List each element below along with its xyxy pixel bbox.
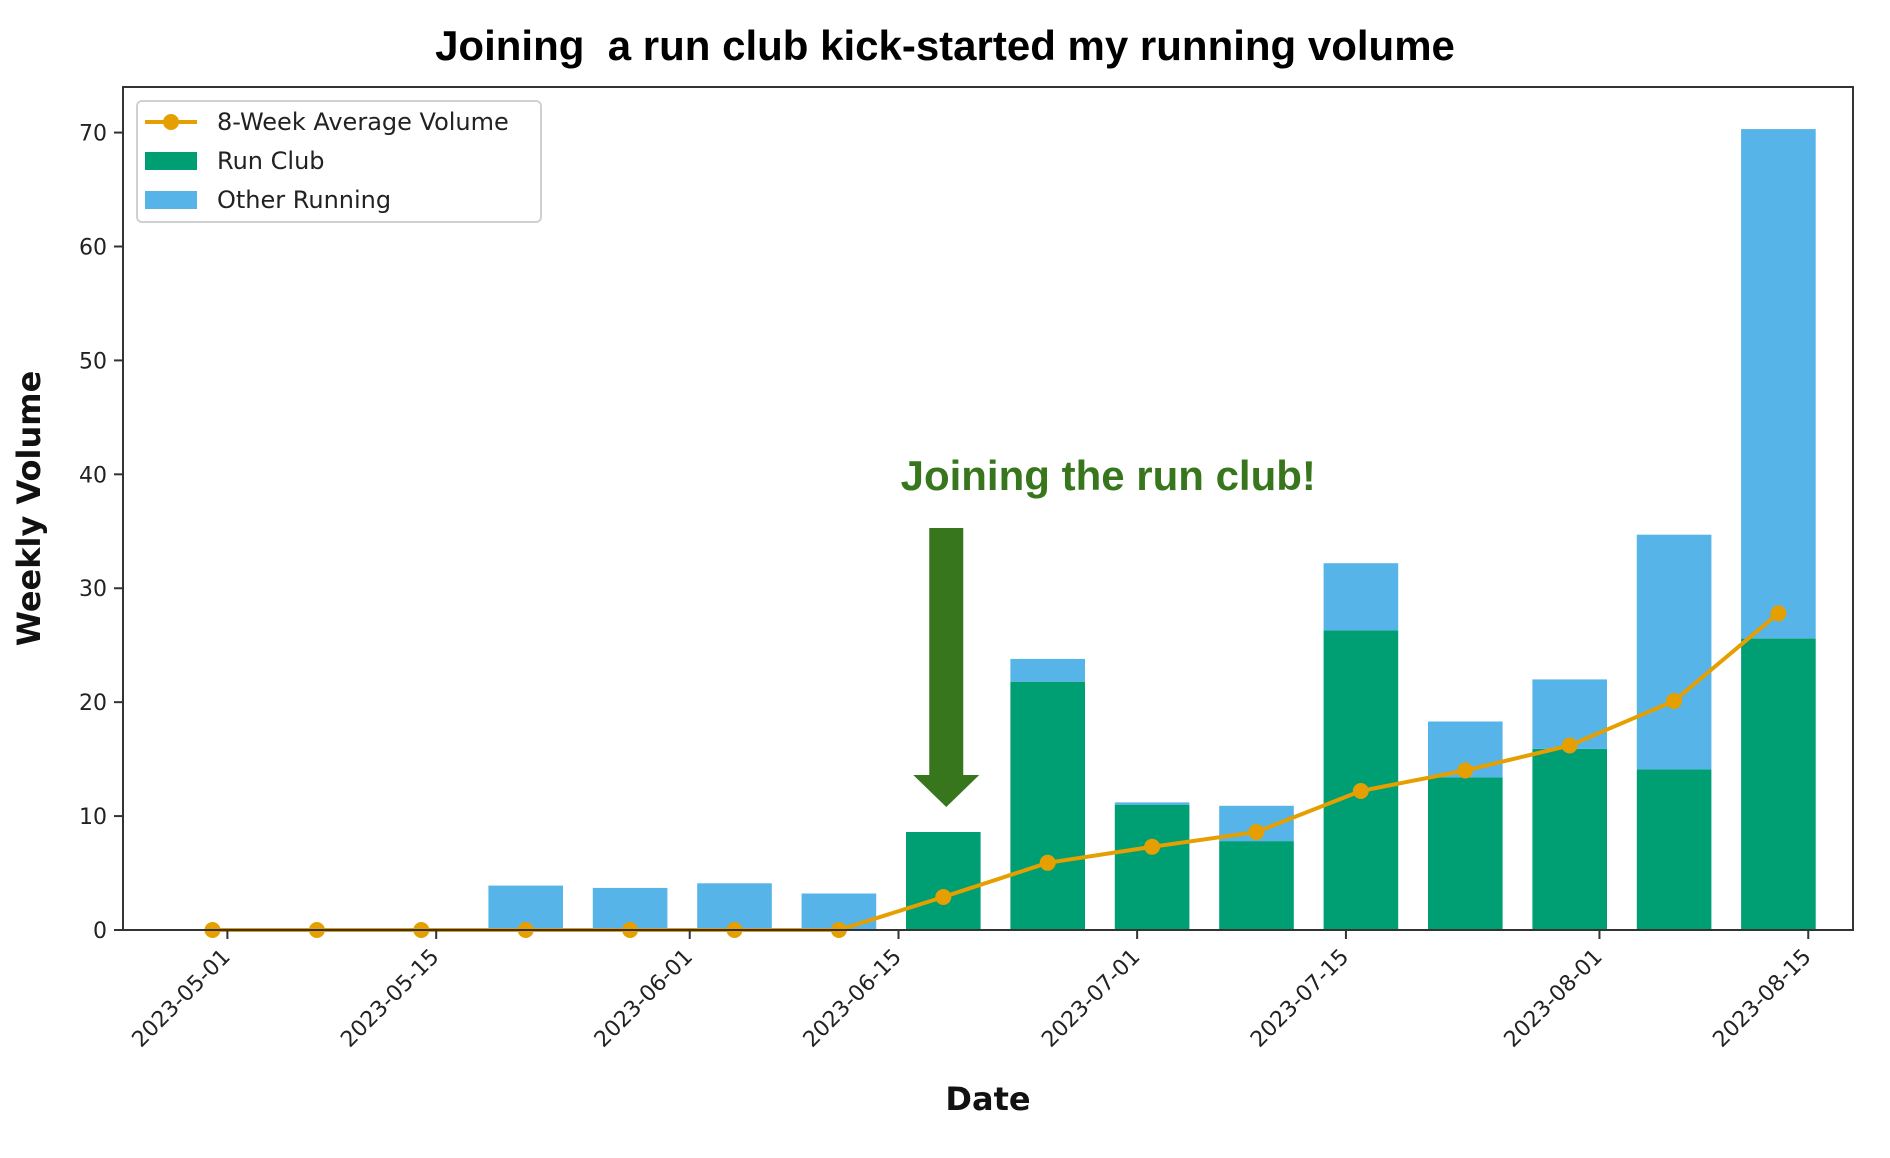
bar-other-running xyxy=(1741,129,1816,639)
bar-run-club xyxy=(1741,638,1816,930)
legend-label: Other Running xyxy=(217,186,391,214)
average-point xyxy=(1248,824,1265,840)
bar-run-club xyxy=(1323,630,1399,930)
x-tick-label: 2023-07-01 xyxy=(1037,945,1145,1053)
y-axis-label: Weekly Volume xyxy=(10,371,48,647)
x-tick-label: 2023-06-01 xyxy=(590,945,698,1053)
bar-run-club xyxy=(906,832,981,930)
bar-other-running xyxy=(1010,658,1085,682)
legend-bar-swatch xyxy=(145,152,197,170)
bar-run-club xyxy=(1636,769,1712,930)
x-tick-label: 2023-08-15 xyxy=(1708,945,1816,1053)
x-tick-label: 2023-05-15 xyxy=(336,945,444,1053)
bar-run-club xyxy=(1010,681,1085,930)
average-point xyxy=(1770,605,1787,622)
legend: 8-Week Average Volume Run Club Other Runni… xyxy=(136,100,542,223)
chart-title: Joining a run club kick-started my runni… xyxy=(435,22,1455,69)
y-tick-label: 60 xyxy=(79,235,107,260)
average-point xyxy=(1144,838,1161,855)
legend-label: 8-Week Average Volume xyxy=(217,108,509,136)
average-point xyxy=(1561,737,1578,754)
x-tick-label: 2023-07-15 xyxy=(1246,945,1354,1053)
legend-marker xyxy=(163,114,179,130)
y-tick-label: 40 xyxy=(79,463,107,488)
annotation-arrow-icon xyxy=(913,528,980,807)
x-tick-label: 2023-05-01 xyxy=(128,945,236,1053)
bar-run-club xyxy=(1114,804,1190,930)
legend-label: Run Club xyxy=(217,147,325,175)
y-tick-label: 70 xyxy=(79,122,107,147)
y-tick-label: 30 xyxy=(79,577,107,602)
x-tick-label: 2023-06-15 xyxy=(799,945,907,1053)
legend-bar-swatch xyxy=(145,191,197,209)
bar-other-running xyxy=(1532,679,1607,749)
bar-other-running xyxy=(1636,534,1712,770)
bar-run-club xyxy=(1532,748,1607,930)
average-point xyxy=(1457,762,1474,779)
y-tick-label: 10 xyxy=(79,805,107,830)
bar-run-club xyxy=(1219,841,1294,930)
average-point xyxy=(1039,854,1056,871)
y-tick-label: 0 xyxy=(93,919,107,944)
legend-box xyxy=(136,100,542,223)
average-point xyxy=(1352,783,1369,799)
average-point xyxy=(935,889,952,905)
plot-frame xyxy=(122,86,1854,931)
x-axis-label: Date xyxy=(945,1080,1030,1118)
bar-other-running xyxy=(1114,802,1190,805)
bar-run-club xyxy=(1428,777,1503,930)
annotation-text: Joining the run club! xyxy=(901,452,1316,499)
plot-area xyxy=(204,129,1816,938)
average-point xyxy=(1666,693,1682,709)
x-tick-label: 2023-08-01 xyxy=(1500,945,1608,1053)
bar-other-running xyxy=(1323,563,1399,631)
y-tick-label: 20 xyxy=(79,691,107,716)
annotation: Joining the run club! xyxy=(901,452,1316,807)
y-tick-label: 50 xyxy=(79,349,107,374)
